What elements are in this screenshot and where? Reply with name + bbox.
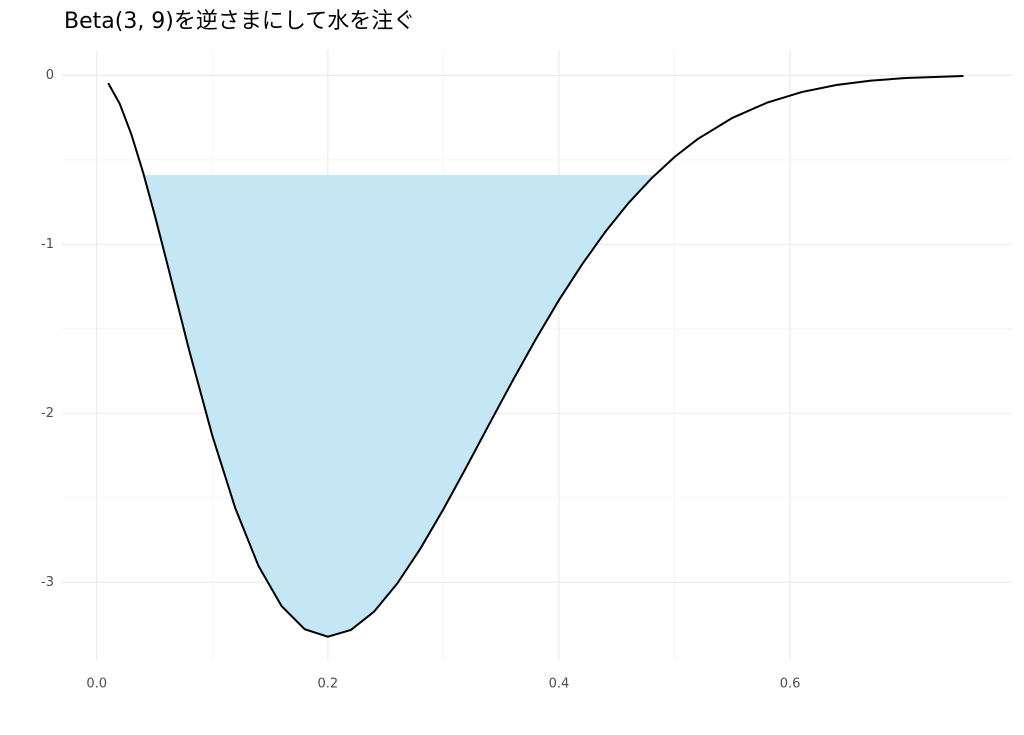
y-tick-label: -3	[41, 575, 54, 590]
x-tick-label: 0.0	[86, 677, 107, 692]
x-tick-label: 0.4	[549, 677, 570, 692]
y-tick-label: -2	[41, 406, 54, 421]
density-line	[107, 75, 964, 638]
x-tick-label: 0.2	[317, 677, 338, 692]
y-tick-label: 0	[46, 68, 54, 83]
chart-title: Beta(3, 9)を逆さまにして水を注ぐ	[64, 9, 415, 34]
x-tick-label: 0.6	[780, 677, 801, 692]
water-fill	[108, 175, 964, 637]
y-tick-label: -1	[41, 237, 54, 252]
